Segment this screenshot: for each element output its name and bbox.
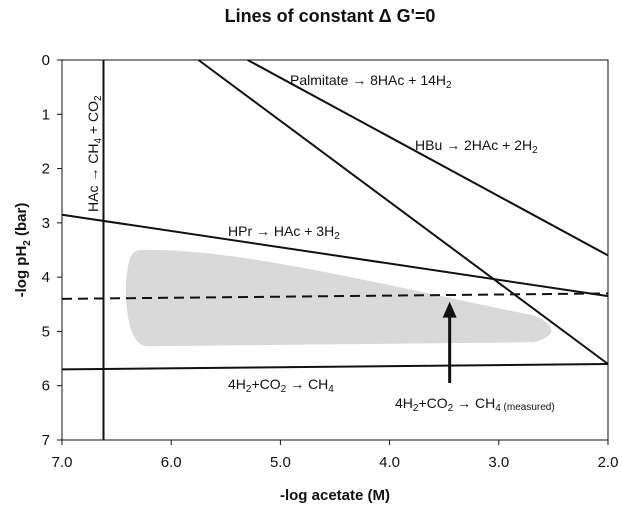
label-methanogenesis: 4H2+CO2 → CH4	[228, 376, 334, 395]
label-palmitate: Palmitate → 8HAc + 14H2	[290, 72, 452, 91]
label-methanogenesis-measured: 4H2+CO2 → CH4 (measured)	[395, 395, 555, 414]
label-hbu: HBu → 2HAc + 2H2	[415, 137, 538, 156]
x-tick-label: 7.0	[52, 454, 73, 471]
label-acetoclastic: HAc → CH4 + CO2	[85, 95, 104, 212]
y-axis-title: -log pH2 (bar)	[13, 203, 33, 298]
x-tick-label: 3.0	[488, 454, 509, 471]
y-tick-label: 1	[42, 106, 50, 123]
x-ticks: 7.0 6.0 5.0 4.0 3.0 2.0	[52, 440, 619, 471]
x-tick-label: 4.0	[379, 454, 400, 471]
y-tick-label: 0	[42, 52, 50, 69]
series-line-4	[61, 363, 609, 371]
y-tick-label: 3	[42, 215, 50, 232]
arrow-head	[442, 301, 457, 318]
x-tick-label: 6.0	[161, 454, 182, 471]
series-line-3	[61, 213, 609, 298]
label-hpr: HPr → HAc + 3H2	[228, 223, 340, 242]
series-line-1	[197, 59, 609, 365]
x-axis-title: -log acetate (M)	[280, 487, 390, 504]
y-tick-label: 2	[42, 161, 50, 178]
series-line-6	[61, 292, 609, 300]
series-lines	[61, 59, 609, 440]
y-tick-label: 7	[42, 432, 50, 449]
y-tick-label: 6	[42, 378, 50, 395]
chart-title: Lines of constant Δ G'=0	[225, 6, 436, 26]
x-tick-label: 5.0	[270, 454, 291, 471]
y-tick-label: 4	[42, 269, 50, 286]
series-line-2	[247, 59, 609, 257]
x-tick-label: 2.0	[598, 454, 619, 471]
shaded-region	[125, 249, 552, 347]
y-tick-label: 5	[42, 323, 50, 340]
y-ticks: 0 1 2 3 4 5 6 7	[42, 52, 62, 449]
measured-arrow	[442, 301, 457, 383]
